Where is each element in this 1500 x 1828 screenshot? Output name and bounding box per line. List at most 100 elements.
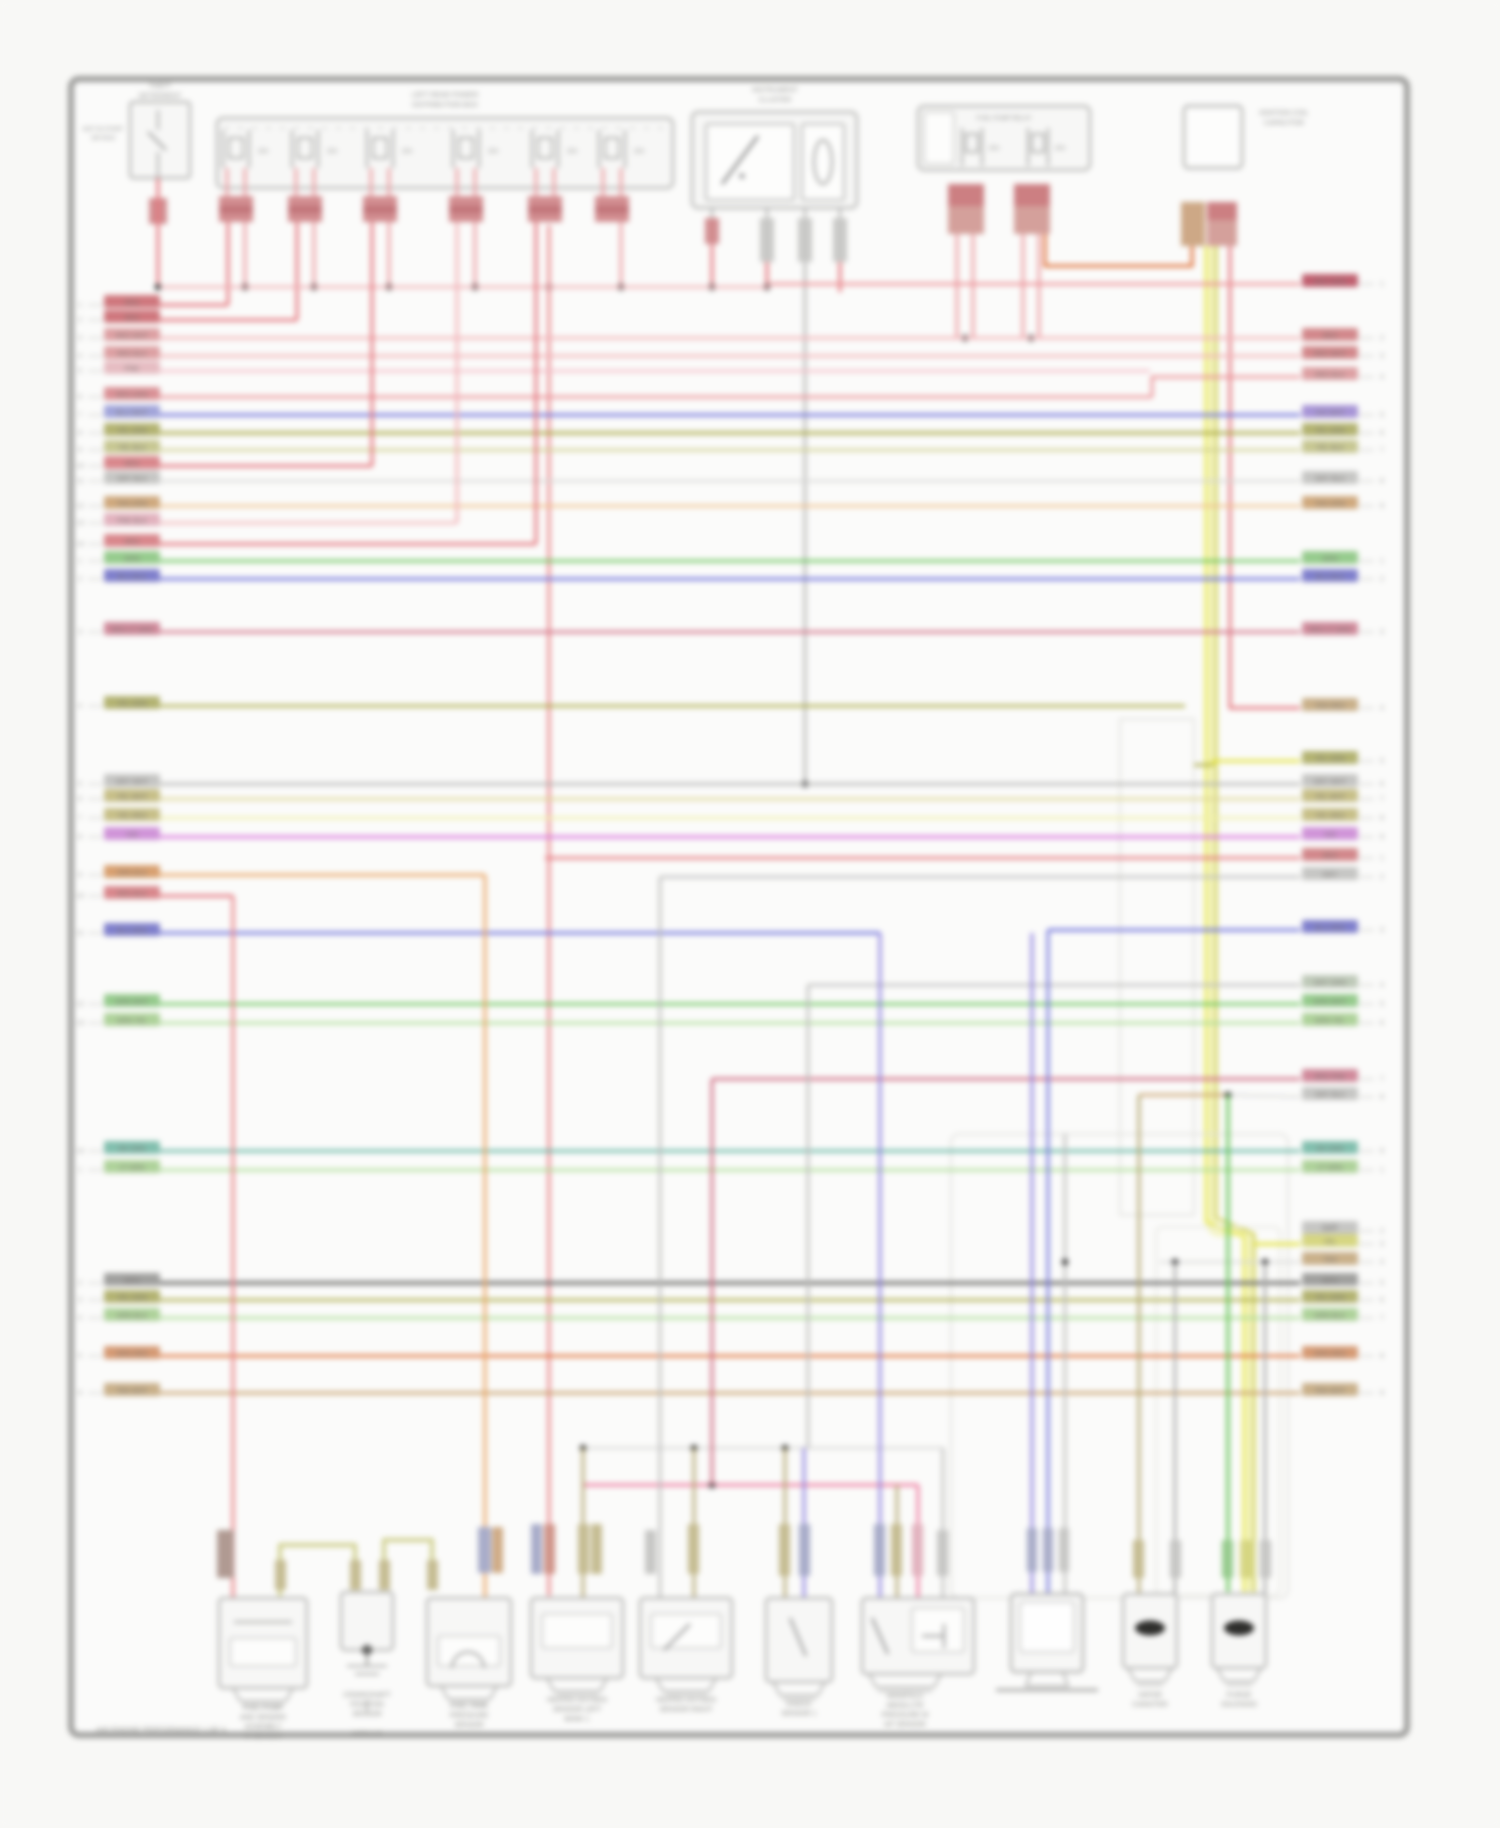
svg-text:4: 4 [1380, 705, 1384, 712]
svg-text:5: 5 [1380, 1001, 1384, 1008]
svg-text:20A: 20A [1055, 146, 1066, 152]
svg-text:1: 1 [1380, 855, 1384, 862]
svg-text:3: 3 [78, 629, 82, 636]
svg-text:KNOCK: KNOCK [787, 1701, 812, 1708]
svg-text:2: 2 [1380, 576, 1384, 583]
svg-text:5: 5 [78, 781, 82, 788]
svg-text:4: 4 [78, 1315, 82, 1322]
svg-text:RED: RED [1323, 853, 1338, 860]
svg-text:LEFT REAR POWER: LEFT REAR POWER [412, 92, 479, 99]
svg-text:MANIFOLD: MANIFOLD [887, 1693, 923, 1700]
svg-text:8: 8 [78, 834, 82, 841]
svg-text:11: 11 [76, 478, 83, 485]
svg-text:9: 9 [78, 447, 82, 454]
svg-text:20A: 20A [989, 146, 1000, 152]
svg-text:GRY: GRY [1322, 872, 1337, 879]
svg-text:6: 6 [1380, 781, 1384, 788]
svg-text:13: 13 [76, 1020, 84, 1027]
svg-text:TAN ORN: TAN ORN [1315, 501, 1346, 508]
svg-text:SENSOR: SENSOR [454, 1722, 484, 1729]
svg-text:HEATED OXYGEN: HEATED OXYGEN [656, 1697, 716, 1704]
svg-text:2: 2 [1380, 1228, 1384, 1235]
svg-text:RED BLK: RED BLK [117, 891, 147, 898]
svg-text:BLU WHT: BLU WHT [116, 410, 148, 417]
svg-text:YEL GRN: YEL GRN [117, 1295, 147, 1302]
svg-text:13: 13 [76, 520, 84, 527]
svg-text:BANK 1: BANK 1 [565, 1716, 590, 1723]
svg-text:6: 6 [1380, 1020, 1384, 1027]
svg-text:10: 10 [76, 893, 84, 900]
svg-text:HEATED OXYGEN: HEATED OXYGEN [547, 1697, 607, 1704]
svg-text:HOT IN START: HOT IN START [82, 127, 123, 133]
svg-text:IAT SENSOR: IAT SENSOR [884, 1722, 926, 1729]
svg-text:9: 9 [1380, 503, 1384, 510]
svg-text:4: 4 [78, 353, 82, 360]
svg-text:5: 5 [1380, 1280, 1384, 1287]
svg-text:SENSOR LEFT: SENSOR LEFT [553, 1707, 602, 1714]
svg-text:GRN BLK: GRN BLK [1315, 1313, 1346, 1320]
svg-text:YEL GRN: YEL GRN [1315, 1295, 1345, 1302]
svg-text:GRN: GRN [1322, 556, 1338, 563]
svg-text:FUEL PUMP RELAY: FUEL PUMP RELAY [977, 116, 1032, 122]
svg-text:2: 2 [78, 1280, 82, 1287]
svg-text:YEL GRN: YEL GRN [1315, 428, 1345, 435]
svg-text:DK GRN: DK GRN [1316, 1146, 1343, 1153]
svg-text:RED PNK: RED PNK [1314, 1074, 1345, 1081]
svg-text:PNK BLK: PNK BLK [117, 518, 147, 525]
svg-text:15A: 15A [327, 149, 338, 155]
svg-text:TAN RED: TAN RED [1315, 703, 1345, 710]
svg-text:GRN WHT: GRN WHT [115, 999, 149, 1006]
svg-text:9: 9 [1380, 1148, 1384, 1155]
svg-text:RED BLK: RED BLK [117, 351, 147, 358]
svg-text:GRY BLK: GRY BLK [1315, 1092, 1345, 1099]
svg-text:CAPACITOR: CAPACITOR [1264, 120, 1304, 127]
svg-text:BLU RED: BLU RED [117, 928, 147, 935]
svg-text:12: 12 [76, 503, 84, 510]
svg-text:3: 3 [78, 1297, 82, 1304]
svg-text:YEL WHT: YEL WHT [1315, 794, 1347, 801]
svg-text:CANISTER: CANISTER [1132, 1702, 1167, 1709]
svg-text:TAN ORN: TAN ORN [117, 501, 148, 508]
svg-text:YEL WHT: YEL WHT [117, 794, 149, 801]
svg-text:YEL RED: YEL RED [117, 813, 147, 820]
svg-text:INSTRUMENT: INSTRUMENT [752, 87, 799, 94]
svg-text:14: 14 [76, 1148, 84, 1155]
svg-text:THEFT: THEFT [149, 83, 172, 90]
svg-text:MODULE: MODULE [352, 1731, 382, 1738]
svg-text:ORN RED: ORN RED [1314, 1351, 1346, 1358]
svg-text:SENSOR 1: SENSOR 1 [781, 1711, 817, 1718]
svg-text:1: 1 [78, 558, 82, 565]
svg-text:7: 7 [78, 412, 82, 419]
svg-text:2: 2 [78, 317, 82, 324]
svg-text:1: 1 [1380, 1167, 1384, 1174]
svg-text:15A: 15A [634, 149, 645, 155]
svg-text:5: 5 [1380, 758, 1384, 765]
svg-text:AND SENDER: AND SENDER [240, 1715, 286, 1722]
svg-text:SOLENOID: SOLENOID [1221, 1702, 1257, 1709]
svg-text:6: 6 [78, 394, 82, 401]
svg-text:RED: RED [125, 315, 140, 322]
svg-text:SENSOR RIGHT: SENSOR RIGHT [659, 1707, 713, 1714]
svg-text:PNK: PNK [125, 366, 140, 373]
svg-text:CRANKSHAFT: CRANKSHAFT [343, 1692, 391, 1699]
svg-text:YEL GRN: YEL GRN [117, 428, 147, 435]
svg-text:9: 9 [78, 872, 82, 879]
svg-text:15A: 15A [258, 149, 269, 155]
svg-text:GRY BLK: GRY BLK [117, 476, 147, 483]
svg-text:CLUSTER: CLUSTER [759, 97, 792, 104]
svg-text:3: 3 [78, 335, 82, 342]
svg-text:1: 1 [78, 302, 82, 309]
svg-text:FUEL PUMP: FUEL PUMP [243, 1705, 283, 1712]
svg-text:TAN WHT: TAN WHT [1314, 1388, 1346, 1395]
svg-text:4: 4 [1380, 982, 1384, 989]
svg-text:4: 4 [1380, 374, 1384, 381]
svg-text:GRN: GRN [124, 556, 140, 563]
svg-text:PRESSURE: PRESSURE [450, 1713, 489, 1720]
svg-text:FUEL TANK: FUEL TANK [450, 1703, 488, 1710]
svg-text:GRN YEL: GRN YEL [117, 1018, 148, 1025]
svg-text:3: 3 [1380, 629, 1384, 636]
svg-text:8: 8 [78, 430, 82, 437]
svg-text:RED WHT: RED WHT [1314, 351, 1347, 358]
svg-text:YEL GRN: YEL GRN [117, 701, 147, 708]
svg-text:PURGE: PURGE [1227, 1692, 1252, 1699]
